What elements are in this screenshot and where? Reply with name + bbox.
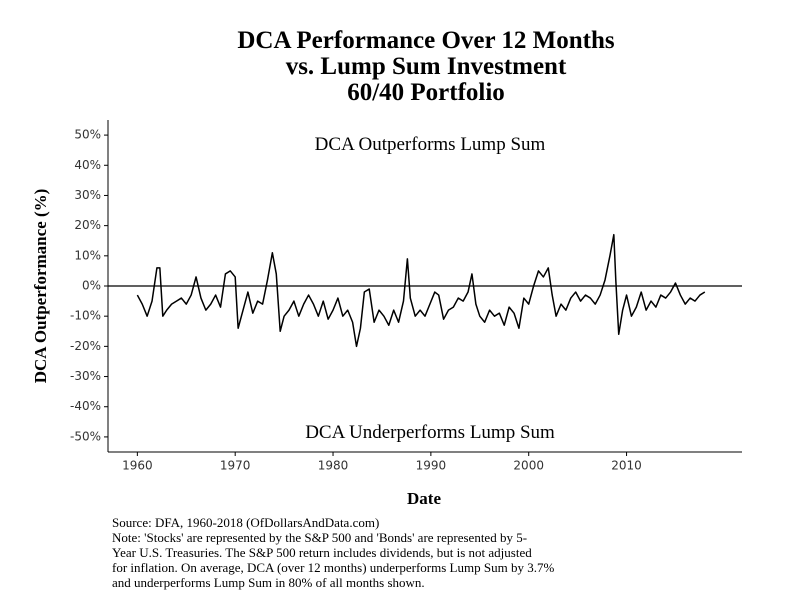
y-tick-label: 10%	[74, 248, 101, 262]
x-tick-label: 1960	[122, 459, 153, 473]
note: and underperforms Lump Sum in 80% of all…	[112, 575, 425, 590]
note: Note: 'Stocks' are represented by the S&…	[112, 530, 527, 545]
note: Source: DFA, 1960-2018 (OfDollarsAndData…	[112, 515, 379, 530]
y-tick-label: 40%	[74, 158, 101, 172]
annotation: DCA Outperforms Lump Sum	[315, 134, 546, 155]
chart-title: DCA Performance Over 12 Months	[237, 27, 615, 54]
y-tick-label: 20%	[74, 218, 101, 232]
line-series	[136, 233, 706, 348]
note: for inflation. On average, DCA (over 12 …	[112, 560, 554, 575]
x-tick-label: 1990	[416, 459, 447, 473]
y-tick-label: -30%	[70, 369, 101, 383]
chart-title: vs. Lump Sum Investment	[286, 53, 567, 80]
y-tick-label: -20%	[70, 339, 101, 353]
y-tick-label: -40%	[70, 399, 101, 413]
x-tick-label: 2000	[513, 459, 544, 473]
y-tick-label: -10%	[70, 309, 101, 323]
x-tick-label: 1970	[220, 459, 251, 473]
y-tick-label: 0%	[82, 279, 101, 293]
x-axis-label: Date	[407, 489, 441, 508]
y-tick-label: 50%	[74, 128, 101, 142]
y-axis-label: DCA Outperformance (%)	[31, 189, 50, 384]
chart-title: 60/40 Portfolio	[347, 79, 505, 106]
note: Year U.S. Treasuries. The S&P 500 return…	[112, 545, 532, 560]
y-tick-label: 30%	[74, 188, 101, 202]
y-tick-label: -50%	[70, 429, 101, 443]
x-tick-label: 1980	[318, 459, 349, 473]
x-tick-label: 2010	[611, 459, 642, 473]
annotation: DCA Underperforms Lump Sum	[305, 422, 555, 443]
